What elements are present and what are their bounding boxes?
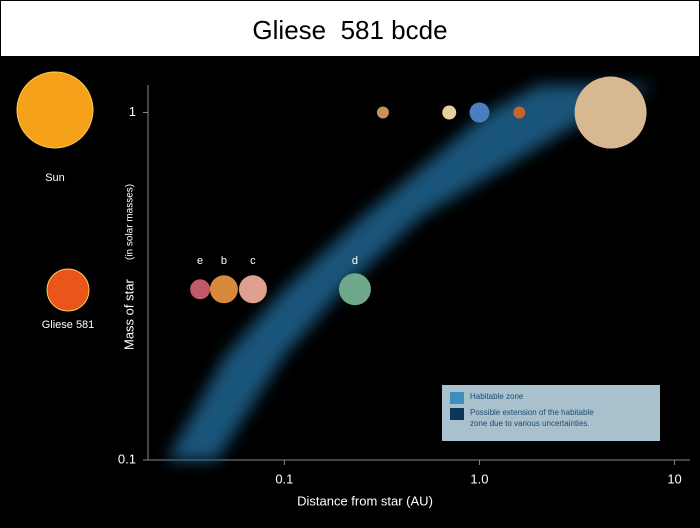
title-bar — [1, 1, 699, 56]
star — [16, 71, 94, 149]
star — [46, 268, 90, 312]
planet-label: c — [250, 255, 256, 267]
planet — [574, 76, 647, 149]
chart-title: Gliese 581 bcde — [252, 15, 447, 45]
planet-label: d — [352, 255, 358, 267]
y-tick-label: 1 — [129, 104, 136, 119]
planet — [442, 105, 457, 120]
planet — [376, 106, 389, 119]
planet-label: b — [221, 255, 227, 267]
planet — [469, 102, 490, 123]
star-label: Gliese 581 — [42, 319, 95, 331]
planet-label: e — [197, 255, 203, 267]
planet — [190, 279, 211, 300]
habitable-zone — [166, 85, 656, 460]
legend-label: Habitable zone — [470, 392, 524, 401]
planet — [238, 275, 267, 304]
legend-swatch — [450, 408, 464, 420]
legend-label: Possible extension of the habitable — [470, 408, 594, 417]
y-tick-label: 0.1 — [118, 451, 136, 466]
x-tick-label: 10 — [667, 471, 681, 486]
star-label: Sun — [45, 172, 65, 184]
legend-label: zone due to various uncertainties. — [470, 419, 590, 428]
x-tick-label: 0.1 — [275, 471, 293, 486]
x-tick-label: 1.0 — [470, 471, 488, 486]
x-axis-label: Distance from star (AU) — [297, 493, 433, 508]
planet — [209, 275, 238, 304]
planet — [338, 273, 371, 306]
y-axis-label: Mass of star — [121, 279, 136, 350]
legend-swatch — [450, 392, 464, 404]
y-axis-note: (in solar masses) — [125, 184, 136, 260]
legend-box — [442, 385, 660, 441]
planet — [513, 106, 526, 119]
